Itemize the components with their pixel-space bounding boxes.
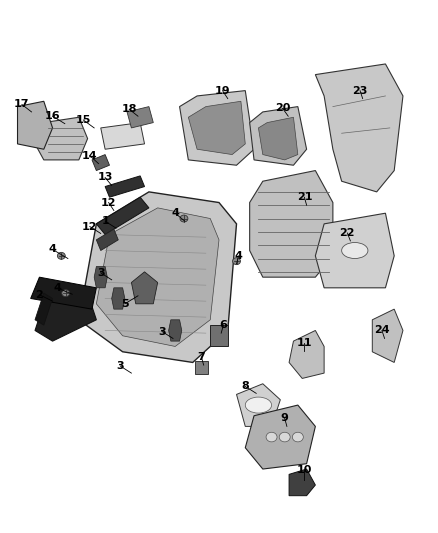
Polygon shape xyxy=(35,293,96,341)
Bar xyxy=(195,361,208,375)
Text: 16: 16 xyxy=(45,111,60,121)
Polygon shape xyxy=(105,176,145,197)
Text: 22: 22 xyxy=(339,228,355,238)
Polygon shape xyxy=(289,469,315,496)
Ellipse shape xyxy=(62,290,70,296)
Polygon shape xyxy=(79,192,237,362)
Polygon shape xyxy=(169,320,182,341)
Text: 15: 15 xyxy=(75,115,91,125)
Polygon shape xyxy=(96,197,149,235)
Polygon shape xyxy=(250,107,307,165)
Ellipse shape xyxy=(180,215,188,222)
Polygon shape xyxy=(372,309,403,362)
Ellipse shape xyxy=(266,432,277,442)
Polygon shape xyxy=(289,330,324,378)
Text: 18: 18 xyxy=(121,104,137,114)
Text: 11: 11 xyxy=(297,338,312,348)
Text: 3: 3 xyxy=(117,361,124,371)
Ellipse shape xyxy=(279,432,290,442)
Polygon shape xyxy=(31,277,96,309)
Polygon shape xyxy=(245,405,315,469)
Polygon shape xyxy=(35,293,53,325)
Polygon shape xyxy=(96,208,219,346)
Text: 12: 12 xyxy=(101,198,117,207)
Text: 3: 3 xyxy=(158,327,166,336)
Polygon shape xyxy=(258,117,298,160)
Polygon shape xyxy=(94,266,107,288)
Polygon shape xyxy=(96,229,118,251)
Text: 23: 23 xyxy=(352,86,368,95)
Text: 14: 14 xyxy=(82,151,98,160)
Polygon shape xyxy=(101,123,145,149)
Text: 21: 21 xyxy=(297,192,312,202)
Text: 7: 7 xyxy=(198,352,205,362)
Text: 20: 20 xyxy=(275,103,290,113)
Ellipse shape xyxy=(245,397,272,413)
Text: 17: 17 xyxy=(14,100,30,109)
Text: 19: 19 xyxy=(215,86,230,95)
Ellipse shape xyxy=(233,258,240,265)
Text: 5: 5 xyxy=(121,299,129,309)
Ellipse shape xyxy=(57,253,65,260)
Polygon shape xyxy=(127,107,153,128)
Ellipse shape xyxy=(293,432,304,442)
Polygon shape xyxy=(237,384,280,426)
Text: 13: 13 xyxy=(97,173,113,182)
Polygon shape xyxy=(188,101,245,155)
Text: 12: 12 xyxy=(82,222,98,231)
Text: 6: 6 xyxy=(219,320,227,330)
Text: 4: 4 xyxy=(53,283,61,293)
Text: 8: 8 xyxy=(241,382,249,391)
Text: 4: 4 xyxy=(235,251,243,261)
Polygon shape xyxy=(315,64,403,192)
Text: 1: 1 xyxy=(101,216,109,226)
Polygon shape xyxy=(35,117,88,160)
Polygon shape xyxy=(250,171,333,277)
Bar xyxy=(210,325,228,346)
Ellipse shape xyxy=(342,243,368,259)
Text: 9: 9 xyxy=(281,414,289,423)
Text: 24: 24 xyxy=(374,326,390,335)
Text: 4: 4 xyxy=(49,245,57,254)
Polygon shape xyxy=(112,288,125,309)
Text: 3: 3 xyxy=(97,268,105,278)
Text: 2: 2 xyxy=(35,290,43,300)
Polygon shape xyxy=(180,91,254,165)
Text: 4: 4 xyxy=(171,208,179,218)
Polygon shape xyxy=(131,272,158,304)
Polygon shape xyxy=(315,213,394,288)
Polygon shape xyxy=(18,101,53,149)
Text: 10: 10 xyxy=(297,465,312,475)
Polygon shape xyxy=(92,155,110,171)
